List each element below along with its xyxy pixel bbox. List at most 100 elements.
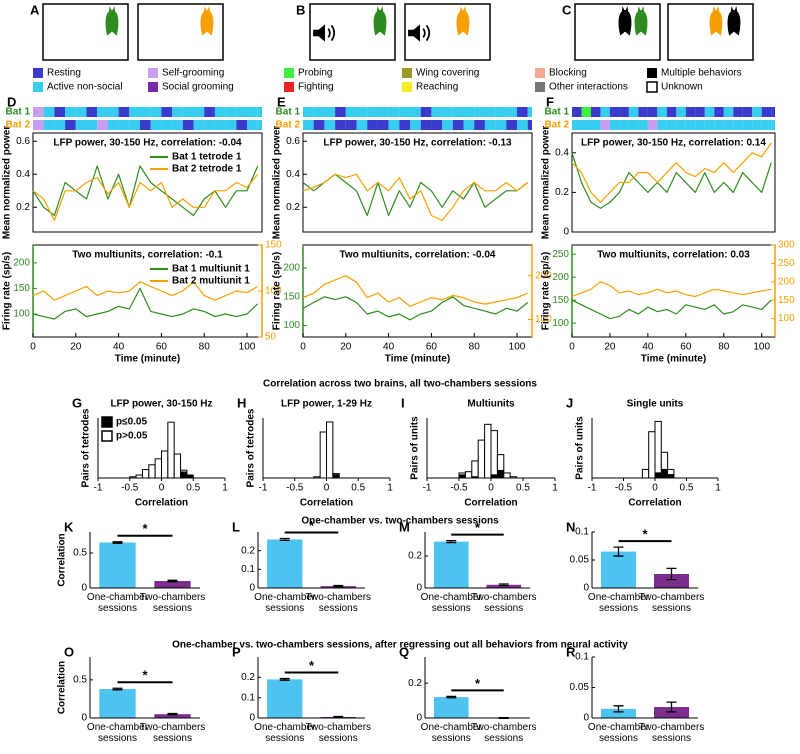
plot-frame — [32, 132, 263, 233]
y2-tick-label: 150 — [265, 240, 282, 251]
legend-swatch — [101, 430, 113, 442]
bar — [601, 551, 636, 588]
ethogram-cell — [600, 120, 610, 130]
legend-swatch — [647, 68, 657, 78]
x-tick-label: 40 — [642, 342, 654, 353]
ethogram-cell — [695, 107, 705, 117]
ethogram-cell — [86, 120, 98, 130]
legend-label: Active non-social — [47, 82, 123, 93]
panel-label: A — [30, 2, 40, 17]
error-bar — [333, 715, 344, 719]
hist-bar — [167, 421, 175, 479]
error-bar — [613, 546, 624, 557]
ethogram-cell — [399, 120, 411, 130]
legend-swatch — [148, 82, 158, 92]
ethogram-cell — [182, 107, 194, 117]
x-tick-label: 60 — [680, 342, 692, 353]
hist-bar — [326, 421, 334, 479]
ethogram-cell — [761, 107, 772, 117]
error-bar — [279, 537, 290, 542]
legend-label: Fighting — [298, 82, 334, 93]
hist-bar — [458, 472, 466, 476]
ethogram-cell — [463, 107, 475, 117]
ethogram-cell — [704, 107, 715, 117]
hist-bar — [496, 469, 505, 479]
ethogram-cell — [377, 107, 389, 117]
y-tick-label: 200 — [283, 263, 300, 274]
ethogram-cell — [590, 107, 601, 117]
ethogram-cell — [367, 107, 378, 117]
legend-swatch — [284, 82, 294, 92]
category-label-box: Two-chambers sessions — [639, 592, 705, 614]
ethogram-cell — [666, 107, 677, 117]
ethogram-cell — [676, 120, 686, 130]
ethogram-cell — [495, 107, 507, 117]
ethogram-cell — [733, 120, 743, 130]
y-tick-label: 0.4 — [16, 169, 30, 180]
category-label-box: Two-chambers sessions — [305, 592, 371, 614]
y-tick-label: 0.2 — [408, 551, 422, 562]
hist-bar — [641, 468, 650, 479]
hist-bar — [332, 473, 340, 476]
ethogram-cell — [43, 120, 55, 130]
series-label: Bat 1 — [545, 107, 570, 118]
y-tick-label: 0.1 — [241, 692, 255, 703]
series-line — [302, 296, 529, 321]
ethogram-cell — [657, 107, 667, 117]
section-title: One-chamber vs. two-chambers sessions, a… — [172, 640, 628, 651]
chart-title: Two multiunits, correlation: -0.04 — [340, 250, 496, 261]
x-tick-label: 60 — [426, 342, 438, 353]
ethogram-cell — [695, 120, 705, 130]
category-label-box: Two-chambers sessions — [471, 722, 537, 744]
ethogram-cell — [752, 107, 762, 117]
y-tick-label: 0.4 — [286, 169, 300, 180]
ethogram-cell — [388, 107, 400, 117]
legend-label: Bat 2 multiunit 1 — [172, 276, 250, 287]
panel-label: I — [401, 395, 405, 410]
panel-label: B — [296, 2, 305, 17]
plot-frame — [571, 132, 776, 233]
ethogram-cell — [225, 120, 237, 130]
section-title: One-chamber vs. two-chambers sessions — [301, 516, 499, 527]
error-bar — [167, 712, 178, 716]
category-label-box: Two-chambers sessions — [639, 722, 705, 744]
ethogram-cell — [335, 120, 346, 130]
ethogram-cell — [704, 120, 715, 130]
y-axis-label: Pairs of units — [410, 416, 421, 480]
ethogram-cell — [33, 120, 44, 130]
y2-tick-label: 100 — [778, 313, 795, 324]
legend-label: Wing covering — [416, 68, 479, 79]
y-axis-label: Mean normalized power — [541, 126, 552, 239]
bar — [267, 679, 303, 718]
hist-bar — [484, 423, 492, 479]
chart-title: LFP power, 1-29 Hz — [281, 399, 372, 410]
category-label-box: One-chamber sessions — [588, 592, 649, 614]
speaker-icon — [312, 23, 336, 43]
panel-label: E — [277, 94, 286, 109]
category-label-box: One-chamber sessions — [254, 722, 316, 744]
x-tick-label: 100 — [239, 342, 256, 353]
x-tick-label: -0.5 — [450, 483, 468, 494]
x-tick-label: 0.5 — [351, 483, 365, 494]
x-tick-label: 0.5 — [680, 483, 694, 494]
ethogram-cell — [657, 120, 667, 130]
x-tick-label: One-chamber sessions — [420, 722, 482, 744]
legend-swatch — [535, 68, 545, 78]
ethogram-cell — [581, 120, 591, 130]
hist-bar — [180, 471, 188, 479]
x-tick-label: -0.5 — [615, 483, 633, 494]
ethogram-cell — [204, 120, 215, 130]
y-tick-label: 0 — [81, 583, 87, 594]
category-label-box: Two-chambers sessions — [140, 722, 206, 744]
hist-bar — [654, 472, 662, 479]
ethogram-cell — [97, 107, 108, 117]
ethogram-cell — [367, 120, 378, 130]
error-bar — [498, 583, 509, 587]
x-tick-label: 0 — [652, 483, 658, 494]
ethogram-cell — [638, 120, 648, 130]
error-bar — [613, 705, 624, 713]
ethogram-cell — [214, 107, 226, 117]
y-tick-label: 0.4 — [555, 147, 569, 158]
x-tick-label: One-chamber sessions — [254, 722, 316, 744]
significance-label: * — [142, 668, 148, 683]
